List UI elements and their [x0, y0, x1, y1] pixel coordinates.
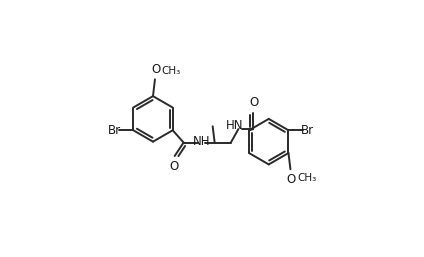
Text: CH₃: CH₃ — [297, 173, 316, 183]
Text: Br: Br — [301, 124, 314, 137]
Text: O: O — [169, 160, 179, 172]
Text: HN: HN — [226, 119, 243, 132]
Text: CH₃: CH₃ — [162, 66, 181, 76]
Text: NH: NH — [192, 135, 210, 148]
Text: Br: Br — [108, 124, 121, 137]
Text: O: O — [249, 96, 259, 109]
Text: O: O — [151, 63, 161, 76]
Text: O: O — [287, 173, 296, 186]
